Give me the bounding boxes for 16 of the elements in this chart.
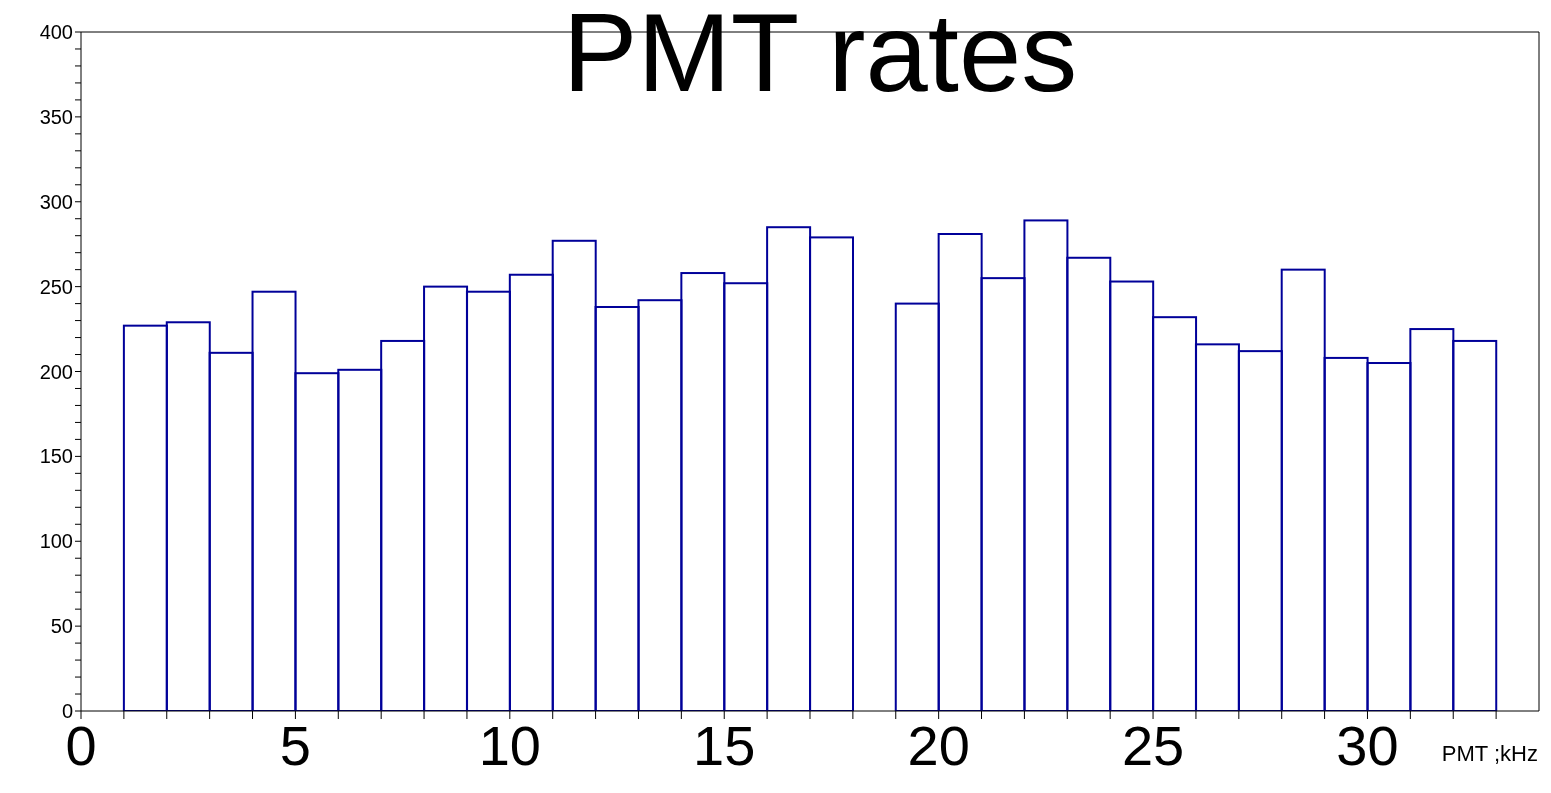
x-tick-label: 5 [279,713,311,777]
x-tick-label: 25 [1121,713,1185,777]
x-tick-label: 20 [907,713,970,777]
y-tick-label: 250 [39,275,73,298]
y-tick-label: 300 [39,190,73,213]
x-tick-label: 15 [693,713,756,777]
y-tick-label: 400 [39,21,73,44]
y-tick-label: 350 [39,105,73,128]
x-axis-title: PMT ;kHz [1441,741,1538,767]
x-tick-label: 10 [478,713,541,777]
x-tick-label: 30 [1336,713,1399,777]
y-tick-label: 50 [50,615,73,638]
y-tick-label: 150 [39,445,73,468]
chart-title: PMT rates [561,0,1079,117]
y-tick-label: 200 [39,360,73,383]
y-tick-label: 100 [39,530,73,553]
